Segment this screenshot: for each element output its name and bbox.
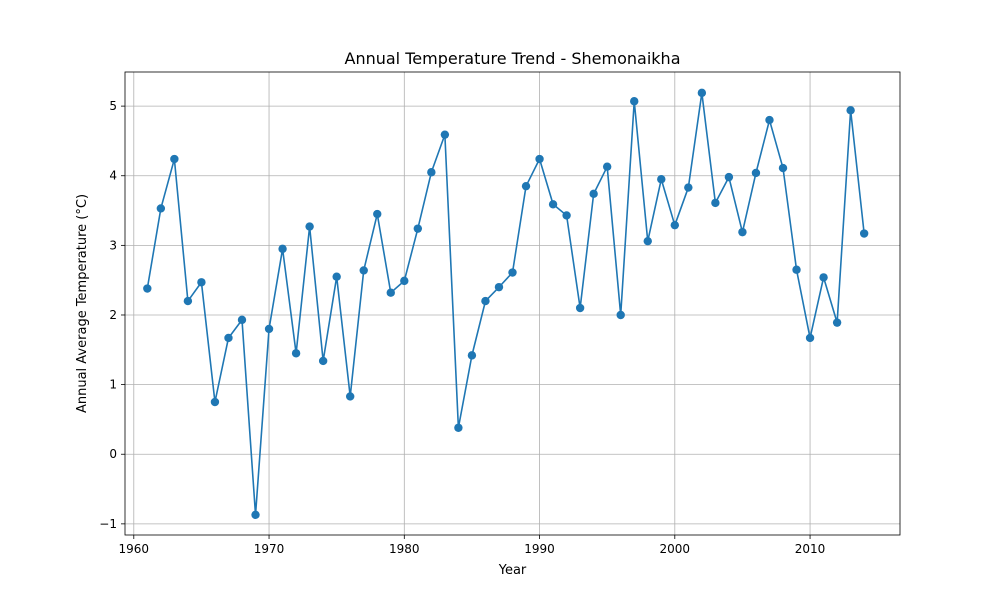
y-tick-label: 1 <box>109 378 117 392</box>
plot-frame <box>124 71 901 536</box>
data-point <box>467 351 477 360</box>
data-point <box>575 303 585 313</box>
data-point <box>859 229 869 238</box>
data-point <box>778 163 788 173</box>
data-point <box>697 88 707 98</box>
data-point <box>643 236 652 246</box>
y-axis-label: Annual Average Temperature (°C) <box>75 194 90 413</box>
data-point <box>548 200 558 209</box>
data-point <box>156 204 166 213</box>
data-point <box>291 349 301 358</box>
chart-title: Annual Temperature Trend - Shemonaikha <box>345 49 681 68</box>
y-tick-label: 2 <box>109 308 117 322</box>
series-group <box>143 88 869 520</box>
data-point <box>521 181 531 191</box>
x-tick-label: 1980 <box>389 542 420 556</box>
y-tick-label: 3 <box>109 238 117 252</box>
data-point <box>454 423 463 432</box>
data-point <box>805 333 815 343</box>
data-point <box>305 222 314 231</box>
data-point <box>440 130 450 139</box>
data-point <box>562 211 571 220</box>
data-point <box>373 209 382 219</box>
data-point <box>386 288 395 297</box>
data-point <box>765 115 774 125</box>
data-point <box>278 244 287 254</box>
data-point <box>210 397 220 407</box>
data-point <box>711 198 720 208</box>
data-point <box>143 284 152 293</box>
data-point <box>345 392 355 401</box>
data-point <box>170 154 179 164</box>
y-tick-label: 4 <box>109 169 117 183</box>
data-point <box>237 315 247 325</box>
x-tick-label: 1970 <box>254 542 285 556</box>
y-tick-label: 0 <box>109 447 117 461</box>
data-point <box>400 276 409 286</box>
data-point <box>264 324 274 334</box>
data-point <box>738 227 747 237</box>
data-point <box>535 154 544 164</box>
data-point <box>494 282 504 292</box>
data-point <box>427 168 436 177</box>
data-point <box>616 310 625 320</box>
data-point <box>508 268 517 277</box>
data-point <box>630 97 639 106</box>
x-axis: 1960 1970 1980 1990 2000 2010 <box>119 535 826 556</box>
data-point <box>670 220 680 230</box>
y-axis: −1 0 1 2 3 4 5 <box>99 99 125 531</box>
data-point <box>318 356 328 366</box>
data-point <box>724 172 734 182</box>
data-point <box>792 265 801 274</box>
data-point <box>819 273 828 282</box>
x-tick-label: 2000 <box>660 542 691 556</box>
data-point <box>832 318 842 327</box>
data-point <box>224 333 233 343</box>
data-point <box>751 168 761 178</box>
x-tick-label: 2010 <box>795 542 826 556</box>
series-line <box>146 92 865 516</box>
x-tick-label: 1960 <box>119 542 150 556</box>
data-point <box>251 510 260 520</box>
data-point <box>332 272 341 281</box>
y-tick-label: −1 <box>99 517 117 531</box>
data-point <box>183 296 193 306</box>
data-point <box>481 296 490 306</box>
data-point <box>197 278 206 287</box>
data-point <box>589 189 598 199</box>
data-point <box>602 162 612 171</box>
data-point <box>359 266 368 275</box>
grid <box>125 72 900 535</box>
data-point <box>684 183 693 192</box>
x-tick-label: 1990 <box>524 542 555 556</box>
x-axis-label: Year <box>498 563 527 578</box>
data-point <box>413 224 423 233</box>
y-tick-label: 5 <box>109 99 117 113</box>
data-point <box>657 175 666 184</box>
data-point <box>846 106 855 115</box>
